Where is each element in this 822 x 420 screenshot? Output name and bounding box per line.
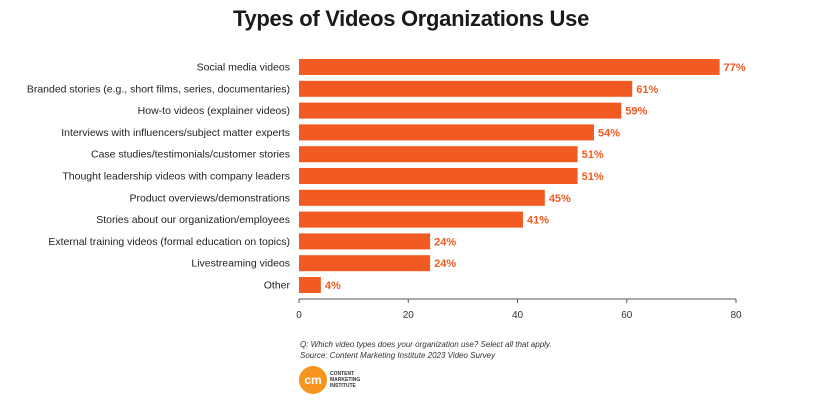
- logo-line-3: INSTITUTE: [330, 383, 356, 389]
- value-label: 4%: [325, 280, 341, 292]
- bar: [299, 255, 431, 272]
- logo-line-1: CONTENT: [330, 371, 355, 377]
- category-label: Interviews with influencers/subject matt…: [61, 127, 290, 139]
- bar: [299, 102, 622, 119]
- logo-line-2: MARKETING: [330, 377, 361, 383]
- value-label: 45%: [549, 193, 571, 205]
- value-label: 51%: [582, 149, 604, 161]
- bar: [299, 146, 578, 163]
- value-label: 24%: [434, 236, 456, 248]
- category-label: Stories about our organization/employees: [96, 214, 290, 226]
- x-tick-label: 60: [621, 310, 633, 321]
- bar: [299, 211, 523, 228]
- x-tick-label: 40: [512, 310, 524, 321]
- bar: [299, 168, 578, 184]
- category-label: Case studies/testimonials/customer stori…: [91, 149, 290, 161]
- value-label: 61%: [636, 84, 658, 96]
- x-tick-label: 0: [296, 310, 302, 321]
- category-label: Thought leadership videos with company l…: [62, 171, 290, 183]
- bar: [299, 189, 545, 206]
- bar: [299, 80, 633, 97]
- x-tick-label: 20: [403, 310, 415, 321]
- category-label: Livestreaming videos: [191, 258, 290, 270]
- bar: [299, 124, 594, 141]
- value-label: 54%: [598, 127, 620, 139]
- value-label: 51%: [582, 171, 604, 183]
- cmi-logo-text: CONTENT MARKETING INSTITUTE: [330, 371, 360, 389]
- chart-title: Types of Videos Organizations Use: [232, 6, 590, 31]
- category-label: Other: [264, 280, 291, 292]
- source-note: Source: Content Marketing Institute 2023…: [300, 351, 496, 360]
- category-label: Branded stories (e.g., short films, seri…: [27, 83, 290, 95]
- survey-question-note: Q: Which video types does your organizat…: [300, 340, 552, 349]
- value-label: 41%: [527, 215, 549, 227]
- bar-chart: Social media videos 77% Branded stories (e…: [27, 59, 746, 321]
- bar: [299, 233, 431, 250]
- category-label: Product overviews/demonstrations: [130, 192, 291, 204]
- category-label: Social media videos: [197, 62, 290, 74]
- cmi-logo-icon: cm: [299, 366, 327, 394]
- value-label: 24%: [434, 258, 456, 270]
- bar: [299, 59, 720, 75]
- cmi-logo: cm CONTENT MARKETING INSTITUTE: [299, 366, 360, 394]
- value-label: 59%: [625, 106, 647, 118]
- bar: [299, 277, 321, 293]
- x-tick-label: 80: [730, 310, 742, 321]
- category-label: External training videos (formal educati…: [48, 236, 290, 248]
- category-label: How-to videos (explainer videos): [138, 105, 290, 117]
- value-label: 77%: [724, 62, 746, 74]
